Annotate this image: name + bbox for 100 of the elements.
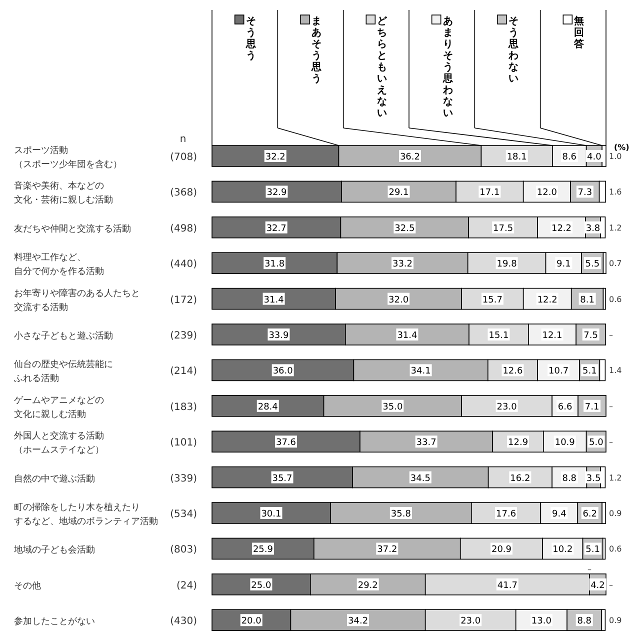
data-label: 36.2 bbox=[400, 152, 420, 162]
text: (%) bbox=[614, 143, 630, 152]
data-label: 37.6 bbox=[276, 438, 296, 448]
data-label: 17.6 bbox=[496, 510, 516, 520]
text: (172) bbox=[170, 294, 198, 306]
y-tick-label: 小さな子どもと遊ぶ活動 bbox=[14, 330, 113, 342]
data-label: 5.1 bbox=[586, 545, 600, 556]
data-label: 33.9 bbox=[268, 331, 290, 341]
text: (183) bbox=[170, 402, 198, 413]
text: (534) bbox=[170, 509, 198, 520]
legend-label: 無回答 bbox=[573, 15, 586, 50]
data-label: 19.8 bbox=[496, 260, 518, 270]
data-label: 32.2 bbox=[265, 152, 286, 162]
data-label: 18.1 bbox=[506, 152, 527, 162]
data-label: 1.6 bbox=[609, 188, 622, 197]
data-label: 15.1 bbox=[488, 331, 509, 341]
y-tick-label: 友だちや仲間と交流する活動 bbox=[14, 223, 131, 234]
text: あまりそう思わない bbox=[442, 16, 453, 119]
data-label: 4.0 bbox=[587, 152, 602, 162]
y-tick-label: ゲームやアニメなどの文化に親しむ活動 bbox=[14, 394, 104, 420]
y-tick-label: 仙台の歴史や伝統芸能にふれる活動 bbox=[13, 359, 113, 384]
data-label: 10.7 bbox=[548, 366, 569, 377]
data-label: 5.1 bbox=[582, 366, 597, 377]
text: (440) bbox=[170, 259, 198, 270]
data-label: 32.0 bbox=[388, 295, 409, 306]
data-label: 1.2 bbox=[609, 473, 622, 482]
data-label: 36.0 bbox=[272, 366, 294, 377]
data-label: 35.7 bbox=[272, 474, 292, 484]
y-tick-label: お年寄りや障害のある人たちと交流する活動 bbox=[14, 288, 140, 313]
data-label: 10.9 bbox=[554, 438, 576, 448]
text: (498) bbox=[170, 223, 198, 234]
y-tick-label: 外国人と交流する活動（ホームステイなど） bbox=[14, 430, 104, 456]
data-label: 31.8 bbox=[264, 260, 285, 270]
data-label: 34.1 bbox=[410, 366, 431, 377]
data-label: 1.4 bbox=[609, 366, 622, 376]
data-label: 13.0 bbox=[531, 616, 552, 627]
data-label: 32.9 bbox=[266, 188, 288, 198]
data-label: 29.2 bbox=[358, 580, 378, 591]
data-label: 23.0 bbox=[460, 616, 481, 627]
data-label: 3.8 bbox=[586, 224, 600, 234]
text: (214) bbox=[170, 366, 198, 378]
y-tick-label: その他 bbox=[14, 580, 41, 592]
data-label: 34.2 bbox=[348, 616, 368, 627]
text: n bbox=[180, 134, 186, 145]
text: – bbox=[609, 330, 613, 340]
data-label: 29.1 bbox=[388, 188, 409, 198]
data-label: 34.5 bbox=[410, 474, 430, 484]
data-label: 0.7 bbox=[609, 259, 622, 268]
data-label: 6.2 bbox=[582, 510, 598, 520]
data-label: 32.7 bbox=[266, 224, 286, 234]
data-label: 9.1 bbox=[556, 260, 571, 270]
data-label: 0.9 bbox=[609, 509, 622, 518]
legend-label: そう思う bbox=[244, 16, 256, 62]
text: – bbox=[609, 438, 613, 447]
data-label: 7.5 bbox=[584, 331, 598, 341]
data-label: 37.2 bbox=[377, 545, 398, 556]
data-label: 1.0 bbox=[609, 152, 622, 161]
y-tick-label: 自然の中で遊ぶ活動 bbox=[14, 473, 95, 484]
data-label: 20.9 bbox=[491, 545, 512, 556]
data-label: 0.9 bbox=[609, 616, 622, 626]
data-label: 32.5 bbox=[394, 224, 415, 234]
data-label: 3.5 bbox=[586, 474, 601, 484]
data-label: 28.4 bbox=[258, 402, 278, 412]
y-tick-label: 音楽や美術、本などの文化・芸術に親しむ活動 bbox=[14, 180, 113, 206]
y-tick-label: 地域の子ども会活動 bbox=[13, 544, 95, 556]
data-label: 16.2 bbox=[510, 474, 530, 484]
y-tick-label: 参加したことがない bbox=[14, 616, 95, 628]
y-tick-label: 町の掃除をしたり木を植えたりするなど、地域のボランティア活動 bbox=[14, 502, 158, 527]
text: (101) bbox=[170, 438, 198, 449]
y-tick-label: スポーツ活動（スポーツ少年団を含む） bbox=[14, 145, 122, 170]
data-label: 25.0 bbox=[251, 580, 272, 591]
data-label: 7.1 bbox=[584, 402, 600, 412]
data-label: 8.8 bbox=[562, 474, 577, 484]
y-tick-label: 料理や工作など、自分で何かを作る活動 bbox=[14, 252, 104, 278]
text: – bbox=[609, 580, 613, 590]
data-label: 0.6 bbox=[609, 294, 622, 304]
text: どちらともいえない bbox=[377, 16, 388, 119]
data-label: 8.1 bbox=[580, 295, 594, 306]
data-label: 12.0 bbox=[536, 188, 558, 198]
text: – bbox=[609, 402, 613, 411]
data-label: 25.9 bbox=[252, 545, 274, 556]
text: (239) bbox=[170, 330, 198, 342]
data-label: 0.6 bbox=[609, 544, 622, 554]
data-label: 12.1 bbox=[542, 331, 562, 341]
data-label: 35.0 bbox=[382, 402, 403, 412]
legend-label: そう思わない bbox=[508, 16, 518, 84]
text: – bbox=[587, 564, 592, 574]
data-label: 8.6 bbox=[562, 152, 577, 162]
legend-label: まあそう思う bbox=[310, 16, 322, 84]
data-label: 9.4 bbox=[552, 510, 567, 520]
text: (24) bbox=[176, 580, 198, 592]
data-label: 12.2 bbox=[537, 295, 558, 306]
data-label: 31.4 bbox=[397, 331, 418, 341]
text: (339) bbox=[170, 473, 198, 484]
data-label: 23.0 bbox=[496, 402, 518, 412]
data-label: 12.9 bbox=[508, 438, 528, 448]
data-label: 10.2 bbox=[552, 545, 573, 556]
data-label: 8.8 bbox=[577, 616, 592, 627]
data-label: 5.0 bbox=[588, 438, 604, 448]
data-label: 41.7 bbox=[497, 580, 518, 591]
